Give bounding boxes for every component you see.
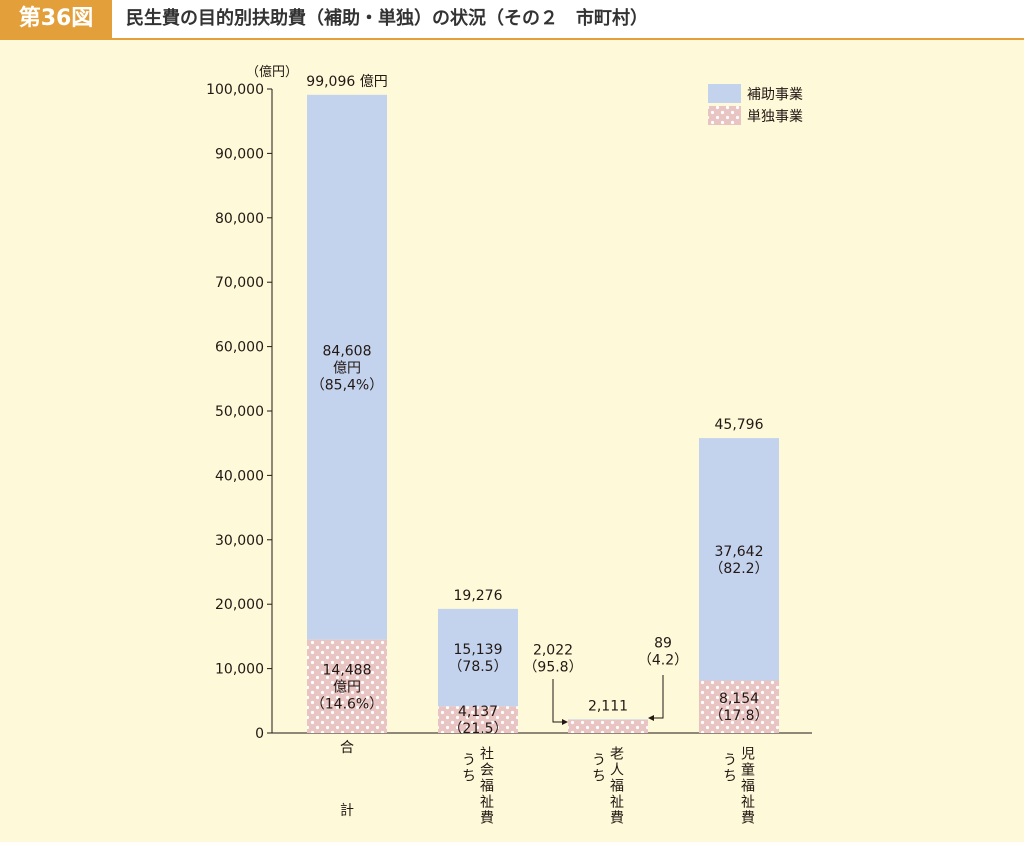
callout-label-subsidized: （4.2） xyxy=(638,653,688,669)
callout-label-independent: （95.8） xyxy=(523,660,582,676)
callout-arrow-independent xyxy=(562,719,568,725)
segment-label-independent: （14.6%） xyxy=(311,696,383,712)
legend-swatch-independent xyxy=(708,106,741,125)
segment-label-independent: （17.8） xyxy=(709,708,768,724)
category-label: 合 xyxy=(340,740,354,756)
segment-label-subsidized: 37,642 xyxy=(715,544,764,560)
segment-label-independent: 8,154 xyxy=(719,691,759,707)
y-unit-label: （億円） xyxy=(246,64,298,80)
bar-segment-subsidized xyxy=(568,719,648,720)
legend-label-subsidized: 補助事業 xyxy=(747,87,803,103)
segment-label-subsidized: 84,608 xyxy=(323,343,372,359)
bar-segment-subsidized xyxy=(699,438,779,681)
figure-title: 民生費の目的別扶助費（補助・単独）の状況（その２ 市町村） xyxy=(126,8,648,29)
callout-label-independent: 2,022 xyxy=(533,643,573,659)
bar-segment-independent xyxy=(699,680,779,733)
figure-header: 第36図 民生費の目的別扶助費（補助・単独）の状況（その２ 市町村） xyxy=(0,0,1024,40)
bar-total-label: 99,096 億円 xyxy=(306,74,387,90)
segment-label-independent: （21.5） xyxy=(448,721,507,737)
bar-total-label: 45,796 xyxy=(715,417,764,433)
segment-label-independent: 4,137 xyxy=(458,704,498,720)
y-tick-label: 70,000 xyxy=(215,275,264,291)
bar-segment-independent xyxy=(307,639,387,733)
y-tick-label: 10,000 xyxy=(215,662,264,678)
bar-total-label: 19,276 xyxy=(454,588,503,604)
y-tick-label: 90,000 xyxy=(215,146,264,162)
y-tick-label: 20,000 xyxy=(215,597,264,613)
category-label-prefix: うち xyxy=(590,752,606,784)
segment-label-subsidized: （78.5） xyxy=(448,659,507,675)
bar-total-label: 2,111 xyxy=(588,698,628,714)
category-label: 計 xyxy=(340,803,354,819)
y-tick-label: 40,000 xyxy=(215,468,264,484)
segment-label-independent: 14,488 xyxy=(323,662,372,678)
y-tick-label: 0 xyxy=(255,726,264,742)
category-label-prefix: うち xyxy=(721,752,737,784)
y-tick-label: 50,000 xyxy=(215,404,264,420)
bar-segment-independent xyxy=(568,719,648,733)
bar-segment-subsidized xyxy=(307,94,387,640)
bar-segment-subsidized xyxy=(438,608,518,707)
figure-number-badge: 第36図 xyxy=(0,0,112,38)
segment-label-subsidized: （85,4%） xyxy=(311,377,383,393)
segment-label-subsidized: 15,139 xyxy=(454,642,503,658)
category-label-name: 社会福祉費 xyxy=(478,746,494,826)
callout-line-independent xyxy=(552,679,566,723)
category-label-name: 児童福祉費 xyxy=(739,746,755,826)
segment-label-subsidized: 億円 xyxy=(333,360,361,376)
callout-label-subsidized: 89 xyxy=(654,636,672,652)
y-tick-label: 30,000 xyxy=(215,533,264,549)
category-label-name: 老人福祉費 xyxy=(608,746,624,826)
category-label-prefix: うち xyxy=(460,752,476,784)
legend-label-independent: 単独事業 xyxy=(747,109,803,125)
y-tick-label: 80,000 xyxy=(215,211,264,227)
segment-label-subsidized: （82.2） xyxy=(709,561,768,577)
callout-line-subsidized xyxy=(650,675,664,719)
y-tick-label: 100,000 xyxy=(206,82,264,98)
segment-label-independent: 億円 xyxy=(333,679,361,695)
legend-swatch-subsidized xyxy=(708,84,741,103)
bar-segment-independent xyxy=(438,706,518,733)
y-tick-label: 60,000 xyxy=(215,340,264,356)
callout-arrow-subsidized xyxy=(648,715,654,721)
